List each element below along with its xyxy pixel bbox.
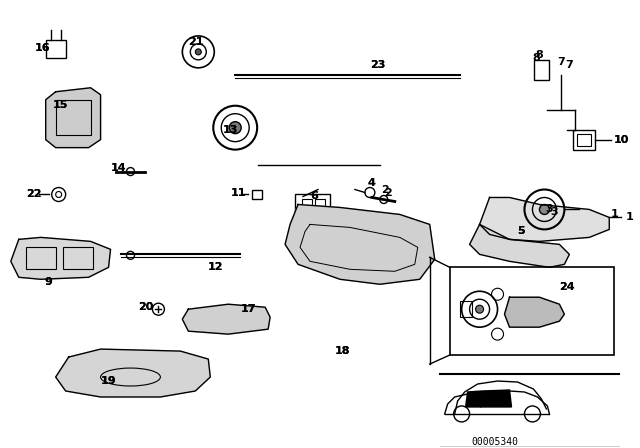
Circle shape [195,49,202,55]
Text: 7: 7 [557,57,565,67]
Text: 6: 6 [310,191,318,202]
Text: 8: 8 [536,50,543,60]
Text: 2: 2 [381,185,388,194]
Text: 19: 19 [100,376,116,386]
Bar [577,134,591,146]
Text: 4: 4 [368,177,376,188]
Text: 17: 17 [241,304,256,314]
Circle shape [476,305,484,313]
Text: 9: 9 [45,277,52,287]
Text: 11: 11 [230,188,246,198]
Text: 15: 15 [53,100,68,110]
Text: 14: 14 [111,163,126,172]
Text: 18: 18 [334,346,349,356]
Bar [302,199,312,210]
Bar [534,60,549,80]
Bar [315,217,325,228]
Bar [573,129,595,150]
Text: 24: 24 [559,282,575,292]
Text: 1: 1 [625,212,633,223]
Bar [295,194,330,244]
Text: 23: 23 [370,60,385,70]
Circle shape [540,204,549,215]
Bar [45,40,66,58]
Text: 17: 17 [241,304,256,314]
Text: 8: 8 [532,53,540,63]
Bar [460,301,472,317]
Bar [26,247,56,269]
Text: 9: 9 [45,277,52,287]
Text: 16: 16 [35,43,51,53]
Text: 7: 7 [566,60,573,70]
Text: 24: 24 [559,282,575,292]
Polygon shape [56,349,211,397]
Polygon shape [45,88,100,148]
Polygon shape [504,297,564,327]
Text: 20: 20 [138,302,153,312]
Text: 12: 12 [207,263,223,272]
Bar [63,247,93,269]
Text: 16: 16 [35,43,51,53]
Text: 6: 6 [310,191,318,202]
Polygon shape [11,237,111,279]
Polygon shape [466,391,481,407]
Polygon shape [479,198,609,241]
Bar [450,267,614,355]
Polygon shape [481,390,511,407]
Polygon shape [182,304,270,334]
Circle shape [229,122,241,134]
Polygon shape [285,204,435,284]
Text: 21: 21 [189,37,204,47]
Text: 00005340: 00005340 [471,437,518,447]
Text: 15: 15 [53,100,68,110]
Text: 3: 3 [550,207,558,217]
Text: 23: 23 [370,60,385,70]
Text: 11: 11 [230,188,246,198]
Text: 2: 2 [384,188,392,198]
Bar [302,235,312,246]
Text: 19: 19 [100,376,116,386]
Bar [56,100,91,135]
Text: 5: 5 [518,226,525,237]
Polygon shape [470,224,570,267]
Bar [315,199,325,210]
Text: 22: 22 [26,189,42,198]
Text: 13: 13 [223,125,238,135]
Text: 3: 3 [545,204,553,215]
Text: 13: 13 [223,125,238,135]
Text: 10: 10 [614,135,629,145]
Text: 1: 1 [611,210,618,220]
Text: 22: 22 [26,189,42,198]
Text: 10: 10 [614,135,629,145]
Text: 21: 21 [189,37,204,47]
Text: 5: 5 [518,226,525,237]
Bar [252,190,262,199]
Text: 4: 4 [368,177,376,188]
Bar [302,217,312,228]
Text: 12: 12 [207,263,223,272]
Text: 18: 18 [334,346,349,356]
Text: 14: 14 [111,163,126,172]
Text: 20: 20 [138,302,153,312]
